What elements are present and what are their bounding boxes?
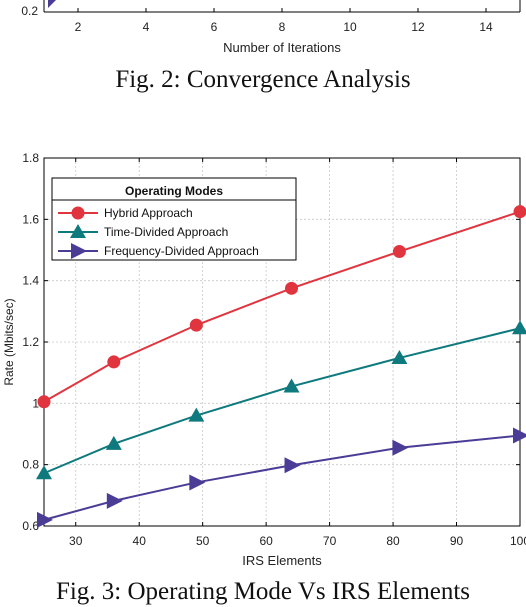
data-point-marker — [189, 474, 205, 490]
fig2-x-tick-label: 2 — [75, 20, 82, 34]
data-point-marker — [37, 512, 53, 528]
fig2-x-tick-label: 10 — [343, 20, 357, 34]
legend-entry-label: Hybrid Approach — [104, 206, 193, 220]
y-tick-label: 1.4 — [22, 274, 39, 288]
x-tick-label: 100 — [510, 534, 526, 548]
y-tick-label: 1.6 — [22, 212, 39, 226]
y-tick-label: 1.8 — [22, 151, 39, 165]
fig2-x-tick-label: 4 — [143, 20, 150, 34]
data-point-marker — [285, 457, 301, 473]
legend-title: Operating Modes — [125, 184, 223, 198]
y-axis-label: Rate (Mbits/sec) — [2, 298, 16, 385]
y-tick-label: 0.8 — [22, 458, 39, 472]
fig2-fragment: 0.2 2 4 6 8 10 12 14 Number of Iterations — [21, 0, 520, 55]
legend: Operating Modes Hybrid Approach Time-Divi… — [52, 178, 296, 260]
x-tick-label: 50 — [196, 534, 210, 548]
x-tick-label: 60 — [259, 534, 273, 548]
fig2-y-tick-label: 0.2 — [21, 4, 38, 18]
fig3-chart: 0.60.811.21.41.61.8 30405060708090100 IR… — [2, 151, 526, 568]
x-tick-label: 80 — [386, 534, 400, 548]
x-tick-label: 90 — [450, 534, 464, 548]
legend-entry-label: Time-Divided Approach — [104, 225, 228, 239]
data-point-marker — [107, 493, 123, 509]
legend-entry-label: Frequency-Divided Approach — [104, 244, 259, 258]
data-point-marker — [285, 282, 298, 295]
x-axis-label: IRS Elements — [242, 553, 322, 568]
fig2-x-tick-label: 14 — [479, 20, 493, 34]
data-point-marker — [38, 395, 51, 408]
data-point-marker — [514, 205, 526, 218]
data-point-marker — [392, 440, 408, 456]
fig2-x-axis-label: Number of Iterations — [223, 40, 341, 55]
fig2-x-tick-label: 8 — [279, 20, 286, 34]
x-tick-label: 40 — [133, 534, 147, 548]
x-tick-label: 70 — [323, 534, 337, 548]
data-point-marker — [512, 320, 526, 334]
data-point-marker — [190, 319, 203, 332]
data-point-marker — [393, 245, 406, 258]
legend-marker — [72, 207, 85, 220]
series-line — [44, 328, 520, 473]
series-time — [36, 320, 526, 479]
data-point-marker — [107, 355, 120, 368]
fig2-x-tick-label: 6 — [211, 20, 218, 34]
fig2-x-tick-label: 12 — [411, 20, 425, 34]
x-tick-label: 30 — [69, 534, 83, 548]
y-tick-label: 1.2 — [22, 335, 39, 349]
y-tick-label: 0.6 — [22, 519, 39, 533]
fig2-series-marker — [48, 0, 56, 8]
fig2-caption: Fig. 2: Convergence Analysis — [0, 66, 526, 94]
